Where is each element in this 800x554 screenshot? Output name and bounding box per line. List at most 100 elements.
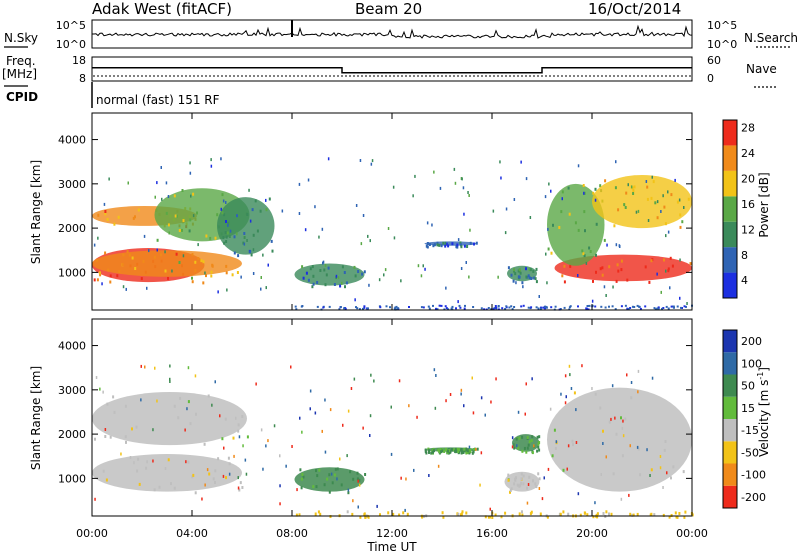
power-cell xyxy=(645,180,648,183)
power-cell xyxy=(108,177,110,181)
velocity-cell xyxy=(537,442,540,446)
power-cell xyxy=(614,186,617,190)
velocity-cell xyxy=(455,449,458,453)
velocity-cell xyxy=(390,405,392,409)
velocity-cell xyxy=(608,420,611,424)
velocity-cell xyxy=(152,459,154,463)
power-cell xyxy=(188,229,191,233)
velocity-cell xyxy=(523,446,526,450)
power-cell xyxy=(106,218,109,221)
power-cell xyxy=(220,157,222,161)
velocity-cell xyxy=(347,409,350,413)
power-cell xyxy=(422,264,424,268)
velocity-cell xyxy=(631,513,634,517)
velocity-cell xyxy=(169,380,171,383)
velocity-cell xyxy=(461,510,464,514)
power-cell xyxy=(620,305,623,308)
velocity-region xyxy=(92,454,242,492)
velocity-cell xyxy=(221,437,224,441)
velocity-cell xyxy=(468,445,471,449)
power-cell xyxy=(460,243,462,247)
power-cell xyxy=(648,280,651,284)
velocity-colorbar-tick: 100 xyxy=(741,357,762,370)
velocity-cell xyxy=(535,485,538,489)
velocity-cell xyxy=(514,477,517,481)
velocity-cell xyxy=(555,440,558,444)
velocity-cell xyxy=(237,429,240,433)
velocity-cell xyxy=(500,515,503,519)
power-cell xyxy=(548,182,550,186)
velocity-cell xyxy=(581,364,583,368)
power-cell xyxy=(252,272,255,275)
x-tick-label: 12:00 xyxy=(376,527,408,540)
velocity-cell xyxy=(463,449,466,453)
power-cell xyxy=(368,283,370,287)
power-cell xyxy=(324,283,327,287)
velocity-cell xyxy=(298,513,301,517)
power-cell xyxy=(636,304,639,307)
velocity-y-axis-label: Slant Range [km] xyxy=(29,366,43,470)
power-cell xyxy=(587,308,590,311)
velocity-cell xyxy=(321,429,323,433)
velocity-cell xyxy=(463,404,465,408)
power-cell xyxy=(175,252,178,256)
noise-left-label: N.Sky xyxy=(4,31,38,45)
power-cell xyxy=(687,197,690,201)
power-cell xyxy=(540,306,542,309)
power-cell xyxy=(322,261,324,265)
power-cell xyxy=(652,180,655,184)
power-cell xyxy=(370,162,373,166)
power-cell xyxy=(392,185,395,189)
power-cell xyxy=(483,308,486,311)
power-cell xyxy=(650,196,653,200)
power-cell xyxy=(104,251,107,255)
velocity-cell xyxy=(309,389,312,393)
power-cell xyxy=(495,306,497,309)
velocity-cell xyxy=(404,508,406,512)
velocity-colorbar-swatch xyxy=(723,463,737,486)
velocity-cell xyxy=(626,373,628,377)
velocity-cell xyxy=(373,379,375,383)
power-cell xyxy=(679,213,682,217)
velocity-cell xyxy=(513,443,515,447)
velocity-data xyxy=(92,364,694,519)
velocity-cell xyxy=(646,448,648,452)
velocity-cell xyxy=(538,448,541,452)
velocity-cell xyxy=(520,472,523,476)
power-cell xyxy=(221,211,224,215)
velocity-cell xyxy=(684,510,687,514)
power-cell xyxy=(260,276,262,279)
power-cell xyxy=(520,160,522,164)
power-cell xyxy=(582,252,585,256)
power-cell xyxy=(683,206,685,209)
power-cell xyxy=(148,249,150,253)
power-colorbar-tick: 28 xyxy=(741,122,755,135)
velocity-cell xyxy=(458,448,461,452)
power-cell xyxy=(667,267,670,271)
velocity-cell xyxy=(516,483,519,487)
velocity-cell xyxy=(367,515,370,519)
velocity-cell xyxy=(347,491,350,495)
power-cell xyxy=(534,277,537,281)
velocity-cell xyxy=(639,473,642,477)
power-cell xyxy=(453,167,456,171)
power-cell xyxy=(633,185,636,189)
power-cell xyxy=(117,215,120,219)
velocity-cell xyxy=(207,394,210,398)
velocity-cell xyxy=(146,460,148,464)
velocity-cell xyxy=(517,446,520,450)
velocity-cell xyxy=(630,396,633,400)
power-cell xyxy=(436,243,439,247)
power-cell xyxy=(685,305,687,308)
power-cell xyxy=(656,216,659,220)
power-cell xyxy=(367,307,369,310)
velocity-cell xyxy=(154,366,156,370)
velocity-cell xyxy=(424,448,427,452)
velocity-cell xyxy=(184,428,186,432)
velocity-cell xyxy=(568,364,571,368)
velocity-cell xyxy=(521,513,524,517)
power-cell xyxy=(601,273,604,277)
power-region xyxy=(547,183,605,266)
cpid-value: normal (fast) 151 RF xyxy=(96,93,220,107)
velocity-cell xyxy=(637,369,640,373)
